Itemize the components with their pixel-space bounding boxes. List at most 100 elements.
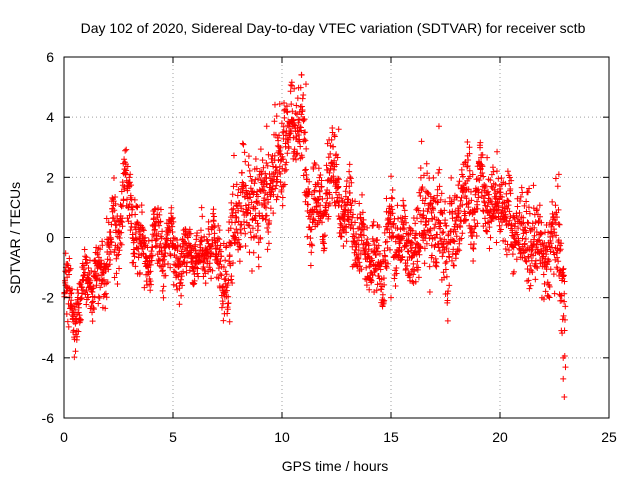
data-point [136,236,143,243]
data-point [443,273,450,280]
data-point [112,194,119,201]
x-tick-label: 25 [601,429,617,445]
data-point [357,231,364,238]
data-point [330,166,337,173]
data-point [308,241,315,248]
data-point [241,225,248,232]
data-point [494,148,501,155]
data-point [430,174,437,181]
data-point [88,267,95,274]
data-point [514,231,521,238]
data-point [220,317,227,324]
data-point [365,253,372,260]
data-point [157,206,164,213]
data-point [531,240,538,247]
data-point [209,267,216,274]
data-point [495,203,502,210]
data-point [284,136,291,143]
data-point [527,282,534,289]
data-point [442,266,449,273]
data-point [526,185,533,192]
data-point [455,182,462,189]
data-point [324,140,331,147]
data-point [470,258,477,265]
data-point [396,240,403,247]
data-point [302,166,309,173]
data-point [465,204,472,211]
data-point [503,215,510,222]
data-point [184,259,191,266]
data-point [426,288,433,295]
data-point [384,238,391,245]
data-point [450,237,457,244]
data-point [226,318,233,325]
data-point [375,242,382,249]
data-point [127,171,134,178]
data-point [192,253,199,260]
data-point [484,154,491,161]
data-point [122,147,129,154]
data-point [310,216,317,223]
data-point [296,123,303,130]
data-point [338,222,345,229]
data-point [229,191,236,198]
data-point [464,139,471,146]
data-point [355,225,362,232]
data-point [358,237,365,244]
data-point [303,145,310,152]
data-point [544,261,551,268]
data-point [559,269,566,276]
data-point [156,211,163,218]
data-point [347,175,354,182]
data-point [342,188,349,195]
data-point [275,137,282,144]
data-point [506,247,513,254]
data-point [77,317,84,324]
data-point [544,279,551,286]
data-point [218,253,225,260]
data-point [130,259,137,266]
data-point [91,294,98,301]
data-point [246,222,253,229]
data-point [305,213,312,220]
data-point [274,173,281,180]
data-point [110,174,117,181]
data-point [280,123,287,130]
data-point [249,225,256,232]
data-point [481,182,488,189]
data-point [522,257,529,264]
data-point [162,250,169,257]
data-point [307,262,314,269]
data-point [555,171,562,178]
data-point [364,236,371,243]
data-point [451,238,458,245]
data-point [197,258,204,265]
data-point [560,272,567,279]
data-point [270,163,277,170]
data-point [518,184,525,191]
data-point [168,204,175,211]
data-point [237,244,244,251]
data-point [114,280,121,287]
data-point [562,364,569,371]
data-point [68,297,75,304]
data-point [76,300,83,307]
data-point [232,213,239,220]
data-point [348,222,355,229]
data-point [167,264,174,271]
data-point [232,219,239,226]
data-point [292,110,299,117]
data-point [259,215,266,222]
data-point [198,237,205,244]
data-point [329,195,336,202]
data-point [104,279,111,286]
data-point [254,193,261,200]
data-point [448,200,455,207]
data-point [166,227,173,234]
data-point [90,298,97,305]
data-point [340,242,347,249]
data-point [77,296,84,303]
data-point [84,291,91,298]
data-point [453,194,460,201]
data-point [221,276,228,283]
